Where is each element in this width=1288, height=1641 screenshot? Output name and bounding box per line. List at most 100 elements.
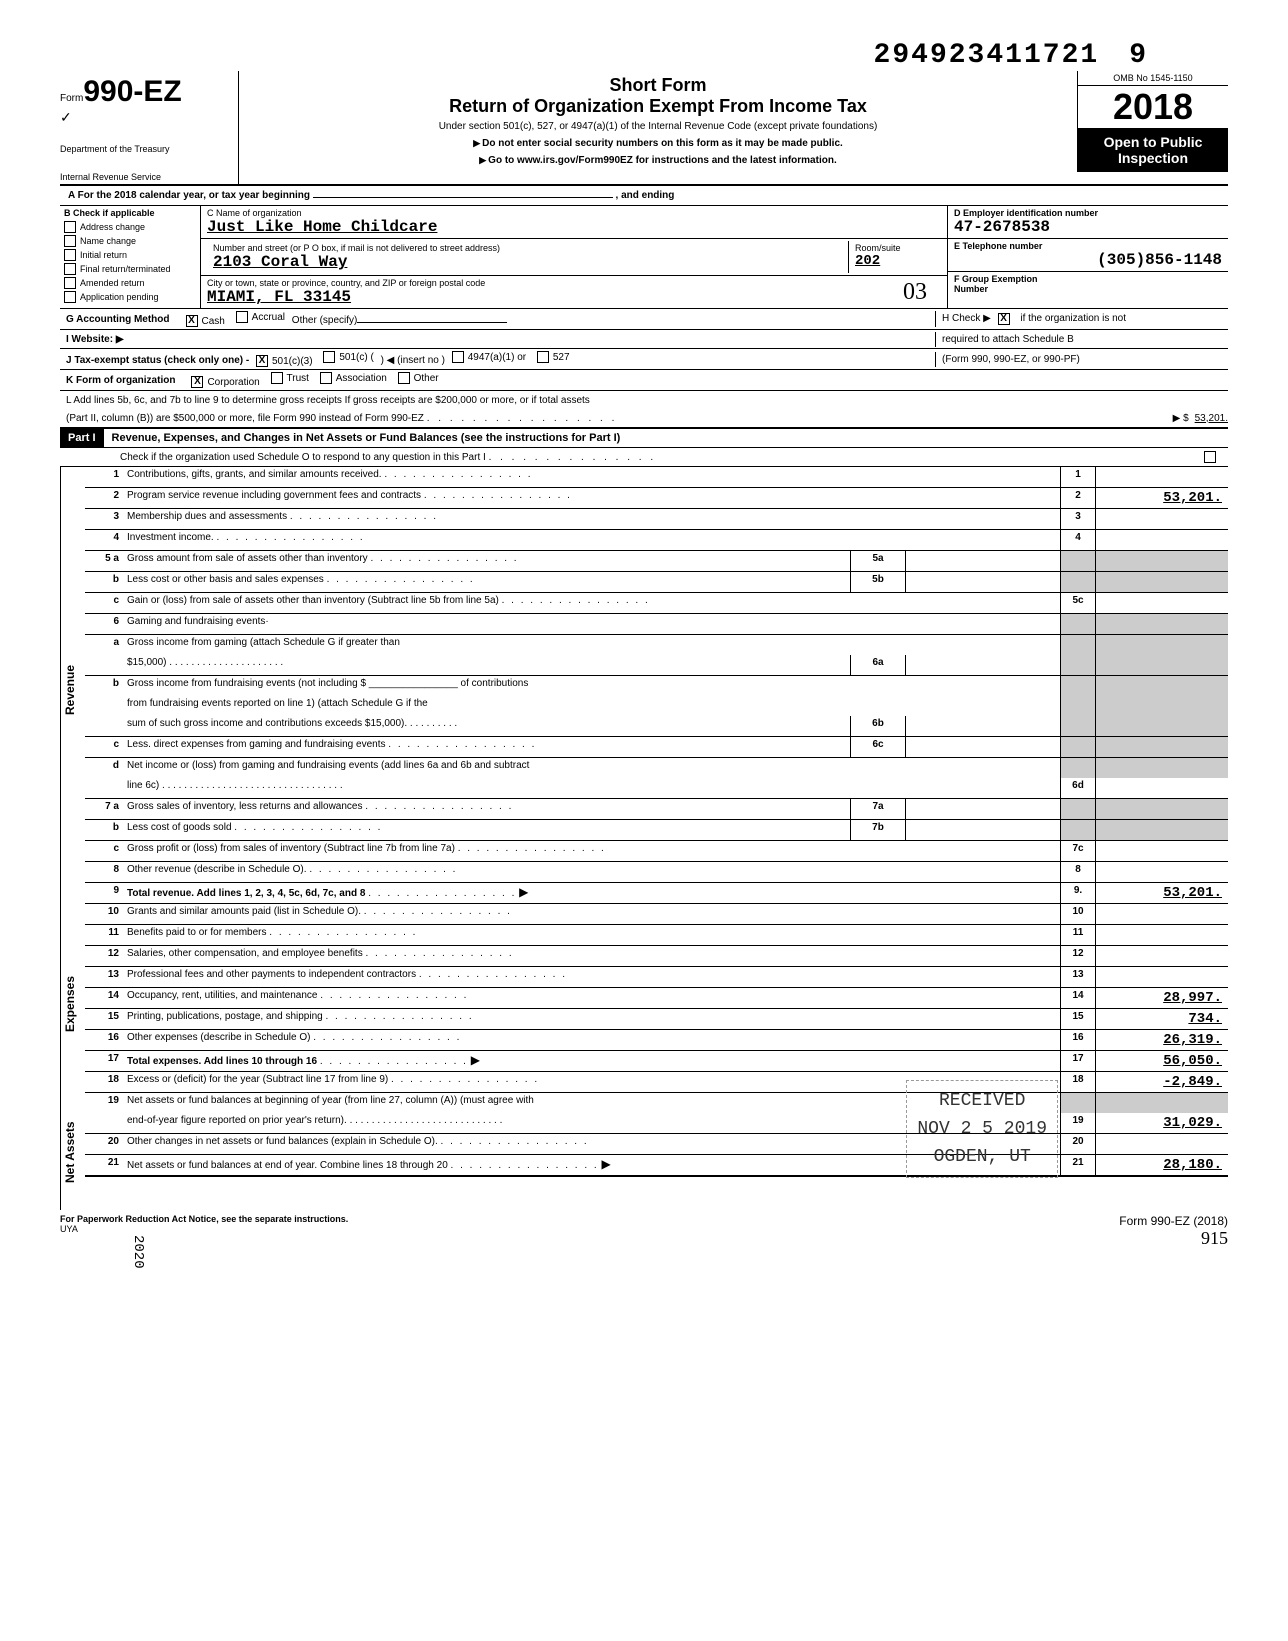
dept-irs: Internal Revenue Service	[60, 172, 230, 182]
line-8: 8Other revenue (describe in Schedule O).…	[85, 862, 1228, 883]
group-exempt-label: F Group Exemption	[954, 274, 1222, 284]
line-7a: 7 aGross sales of inventory, less return…	[85, 799, 1228, 820]
line-4: 4Investment income. . . . . . . . . . . …	[85, 530, 1228, 551]
line-c: cGross profit or (loss) from sales of in…	[85, 841, 1228, 862]
city-value: MIAMI, FL 33145	[207, 288, 941, 306]
room-label: Room/suite	[855, 243, 935, 253]
accounting-other: Other (specify)	[292, 315, 358, 326]
phone-value: (305)856-1148	[954, 251, 1222, 269]
line-b: bLess cost of goods sold . . . . . . . .…	[85, 820, 1228, 841]
chk-initial-return[interactable]: Initial return	[60, 248, 200, 262]
main-title: Return of Organization Exempt From Incom…	[249, 96, 1067, 117]
section-bcd: B Check if applicable Address change Nam…	[60, 206, 1228, 309]
line-9: 9Total revenue. Add lines 1, 2, 3, 4, 5c…	[85, 883, 1228, 904]
footer-paperwork: For Paperwork Reduction Act Notice, see …	[60, 1214, 348, 1224]
subtitle-3: Go to www.irs.gov/Form990EZ for instruct…	[249, 155, 1067, 166]
form-org-label: K Form of organization	[60, 373, 181, 388]
ein-value: 47-2678538	[954, 218, 1222, 236]
chk-501c[interactable]: 501(c) (	[323, 351, 373, 363]
part1-label: Part I	[60, 429, 104, 447]
line-1: 1Contributions, gifts, grants, and simil…	[85, 467, 1228, 488]
part1-title: Revenue, Expenses, and Changes in Net As…	[104, 430, 629, 446]
col-c: C Name of organization Just Like Home Ch…	[201, 206, 948, 308]
phone-label: E Telephone number	[954, 241, 1222, 251]
footer-handwritten: 915	[1119, 1228, 1228, 1249]
chk-address-change[interactable]: Address change	[60, 220, 200, 234]
chk-4947[interactable]: 4947(a)(1) or	[452, 351, 526, 363]
line-13: 13Professional fees and other payments t…	[85, 967, 1228, 988]
chk-cash[interactable]: Cash	[186, 315, 225, 327]
line-5a: 5 aGross amount from sale of assets othe…	[85, 551, 1228, 572]
org-name-value: Just Like Home Childcare	[207, 218, 941, 236]
row-l2: (Part II, column (B)) are $500,000 or mo…	[60, 409, 1228, 429]
line-15: 15Printing, publications, postage, and s…	[85, 1009, 1228, 1030]
row-gh: G Accounting Method Cash Accrual Other (…	[60, 309, 1228, 330]
chk-501c3[interactable]: 501(c)(3)	[256, 355, 313, 367]
line-16: 16Other expenses (describe in Schedule O…	[85, 1030, 1228, 1051]
handwritten-03: 03	[903, 279, 927, 306]
chk-assoc[interactable]: Association	[320, 372, 387, 384]
dept-treasury: Department of the Treasury	[60, 144, 230, 154]
chk-trust[interactable]: Trust	[271, 372, 309, 384]
line-c: cGain or (loss) from sale of assets othe…	[85, 593, 1228, 614]
chk-name-change[interactable]: Name change	[60, 234, 200, 248]
short-form-label: Short Form	[249, 75, 1067, 96]
row-j: J Tax-exempt status (check only one) - 5…	[60, 349, 1228, 370]
side-expenses: Expenses	[60, 913, 85, 1094]
row-a: A For the 2018 calendar year, or tax yea…	[60, 186, 1228, 206]
omb-number: OMB No 1545-1150	[1078, 71, 1228, 86]
row-h: H Check ▶ if the organization is not	[935, 311, 1228, 327]
chk-amended[interactable]: Amended return	[60, 276, 200, 290]
line-12: 12Salaries, other compensation, and empl…	[85, 946, 1228, 967]
line-b: bLess cost or other basis and sales expe…	[85, 572, 1228, 593]
chk-schedule-b[interactable]	[998, 313, 1014, 325]
line-6: 6Gaming and fundraising events·	[85, 614, 1228, 635]
addr-label: Number and street (or P O box, if mail i…	[213, 243, 842, 253]
accounting-label: G Accounting Method	[60, 312, 176, 327]
part1-header: Part I Revenue, Expenses, and Changes in…	[60, 429, 1228, 448]
subtitle-1: Under section 501(c), 527, or 4947(a)(1)…	[249, 121, 1067, 132]
open-public-badge: Open to Public Inspection	[1078, 128, 1228, 172]
row-l-value: 53,201.	[1195, 413, 1228, 424]
group-exempt-label2: Number	[954, 284, 1222, 294]
received-stamp: RECEIVED NOV 2 5 2019 OGDEN, UT	[906, 1080, 1058, 1178]
chk-527[interactable]: 527	[537, 351, 570, 363]
website-label: I Website: ▶	[60, 332, 130, 347]
row-h-form: (Form 990, 990-EZ, or 990-PF)	[935, 352, 1228, 367]
line-10: 10Grants and similar amounts paid (list …	[85, 904, 1228, 925]
title-block: Short Form Return of Organization Exempt…	[239, 71, 1077, 170]
city-label: City or town, state or province, country…	[207, 278, 941, 288]
line-3: 3Membership dues and assessments . . . .…	[85, 509, 1228, 530]
chk-accrual[interactable]: Accrual	[236, 311, 285, 323]
line-14: 14Occupancy, rent, utilities, and mainte…	[85, 988, 1228, 1009]
col-b: B Check if applicable Address change Nam…	[60, 206, 201, 308]
tax-year: 2018	[1078, 86, 1228, 128]
barcode-number: 2949234117219	[60, 40, 1148, 71]
line-17: 17Total expenses. Add lines 10 through 1…	[85, 1051, 1228, 1072]
addr-value: 2103 Coral Way	[213, 253, 842, 271]
subtitle-2: Do not enter social security numbers on …	[249, 138, 1067, 149]
line-11: 11Benefits paid to or for members . . . …	[85, 925, 1228, 946]
footer-uya: UYA	[60, 1224, 78, 1234]
col-de: D Employer identification number 47-2678…	[948, 206, 1228, 308]
chk-corp[interactable]: Corporation	[191, 376, 259, 388]
line-2: 2Program service revenue including gover…	[85, 488, 1228, 509]
footer-form: Form 990-EZ (2018)	[1119, 1214, 1228, 1228]
date-stamp-2020: 2020	[130, 1235, 146, 1269]
part1-check-row: Check if the organization used Schedule …	[60, 448, 1228, 467]
side-revenue: Revenue	[60, 467, 85, 913]
form-number-block: Form990-EZ ✓ Department of the Treasury …	[60, 71, 239, 184]
year-block: OMB No 1545-1150 2018 Open to Public Ins…	[1077, 71, 1228, 172]
row-i: I Website: ▶ required to attach Schedule…	[60, 330, 1228, 349]
row-h-cont: required to attach Schedule B	[935, 332, 1228, 347]
form-prefix: Form	[60, 93, 83, 104]
chk-schedule-o[interactable]	[1204, 451, 1220, 463]
chk-final-return[interactable]: Final return/terminated	[60, 262, 200, 276]
org-name-label: C Name of organization	[207, 208, 941, 218]
side-netassets: Net Assets	[60, 1094, 85, 1210]
chk-pending[interactable]: Application pending	[60, 290, 200, 304]
footer: For Paperwork Reduction Act Notice, see …	[60, 1210, 1228, 1249]
ein-label: D Employer identification number	[954, 208, 1222, 218]
chk-other-org[interactable]: Other	[398, 372, 439, 384]
row-k: K Form of organization Corporation Trust…	[60, 370, 1228, 391]
